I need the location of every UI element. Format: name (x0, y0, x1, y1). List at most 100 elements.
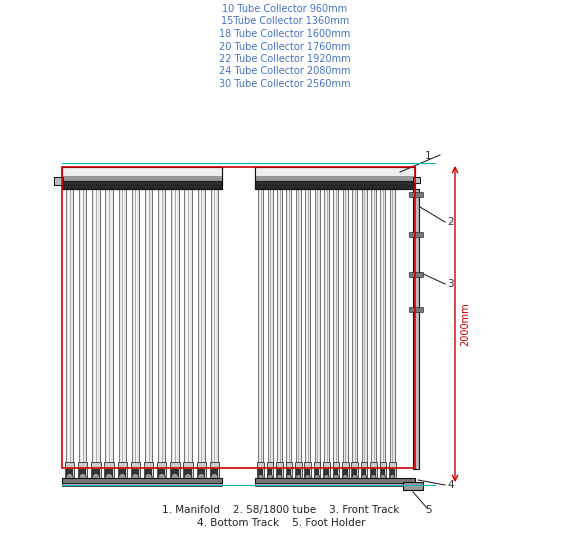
Bar (371, 469, 376, 477)
Circle shape (305, 475, 310, 480)
Bar (106, 469, 113, 477)
Circle shape (79, 474, 86, 480)
Circle shape (66, 474, 73, 480)
Bar (78, 462, 87, 478)
Bar (413, 189, 419, 469)
Bar (324, 469, 329, 477)
Bar (92, 469, 99, 477)
Bar (54, 177, 63, 185)
Bar (92, 189, 99, 464)
Bar (409, 272, 423, 277)
Bar (198, 469, 205, 477)
Bar (389, 462, 396, 478)
Bar (184, 189, 192, 464)
Circle shape (171, 474, 178, 480)
Bar (324, 189, 329, 464)
Bar (144, 462, 153, 478)
Bar (286, 189, 292, 464)
Bar (119, 189, 126, 464)
Circle shape (132, 474, 139, 480)
Text: 5: 5 (425, 505, 432, 515)
Bar (255, 167, 415, 189)
Bar (315, 189, 320, 464)
Circle shape (343, 475, 348, 480)
Text: 22 Tube Collector 1920mm: 22 Tube Collector 1920mm (219, 54, 351, 64)
Bar (285, 462, 292, 478)
Bar (157, 462, 166, 478)
Bar (277, 189, 282, 464)
Bar (132, 469, 139, 477)
Text: 4: 4 (447, 480, 454, 490)
Text: 10 Tube Collector 960mm: 10 Tube Collector 960mm (223, 4, 347, 14)
Bar (198, 189, 205, 464)
Circle shape (390, 475, 395, 480)
Bar (267, 462, 273, 478)
Bar (403, 482, 423, 490)
Bar (66, 469, 73, 477)
Bar (255, 181, 415, 189)
Circle shape (211, 474, 218, 480)
Circle shape (315, 475, 320, 480)
Bar (158, 189, 165, 464)
Bar (343, 189, 348, 464)
Bar (117, 462, 127, 478)
Bar (106, 189, 113, 464)
Text: 1: 1 (425, 151, 432, 161)
Text: 15Tube Collector 1360mm: 15Tube Collector 1360mm (221, 17, 349, 26)
Bar (296, 189, 301, 464)
Bar (54, 177, 63, 185)
Circle shape (361, 475, 366, 480)
Bar (145, 469, 152, 477)
Bar (65, 462, 74, 478)
Circle shape (258, 475, 263, 480)
Circle shape (184, 474, 192, 480)
Bar (305, 462, 311, 478)
Bar (370, 462, 377, 478)
Circle shape (333, 475, 338, 480)
Bar (105, 462, 114, 478)
Bar (62, 167, 222, 189)
Bar (323, 462, 330, 478)
Bar (184, 469, 192, 477)
Circle shape (380, 475, 386, 480)
Bar (380, 189, 386, 464)
Bar (379, 462, 386, 478)
Bar (62, 483, 222, 486)
Bar (277, 469, 282, 477)
Bar (255, 478, 415, 483)
Bar (210, 462, 219, 478)
Text: 2000mm: 2000mm (460, 302, 470, 346)
Bar (62, 167, 222, 176)
Bar (333, 462, 339, 478)
Bar (62, 167, 415, 468)
Circle shape (296, 475, 301, 480)
Bar (413, 177, 420, 183)
Bar (255, 483, 415, 486)
Text: 18 Tube Collector 1600mm: 18 Tube Collector 1600mm (219, 29, 351, 39)
Bar (352, 469, 357, 477)
Bar (409, 192, 423, 197)
Circle shape (277, 475, 282, 480)
Bar (211, 189, 218, 464)
Bar (287, 469, 291, 477)
Bar (259, 469, 263, 477)
Text: 2: 2 (447, 217, 454, 227)
Bar (62, 478, 222, 483)
Circle shape (145, 474, 152, 480)
Circle shape (198, 474, 205, 480)
Circle shape (324, 475, 329, 480)
Bar (305, 469, 310, 477)
Bar (197, 462, 206, 478)
Bar (255, 167, 415, 189)
Bar (268, 189, 273, 464)
Text: 30 Tube Collector 2560mm: 30 Tube Collector 2560mm (219, 79, 351, 89)
Bar (132, 189, 139, 464)
Circle shape (119, 474, 126, 480)
Bar (268, 469, 273, 477)
Bar (390, 469, 395, 477)
Bar (255, 167, 415, 176)
Text: 24 Tube Collector 2080mm: 24 Tube Collector 2080mm (219, 66, 351, 77)
Bar (380, 469, 385, 477)
Bar (79, 469, 87, 477)
Bar (119, 469, 126, 477)
